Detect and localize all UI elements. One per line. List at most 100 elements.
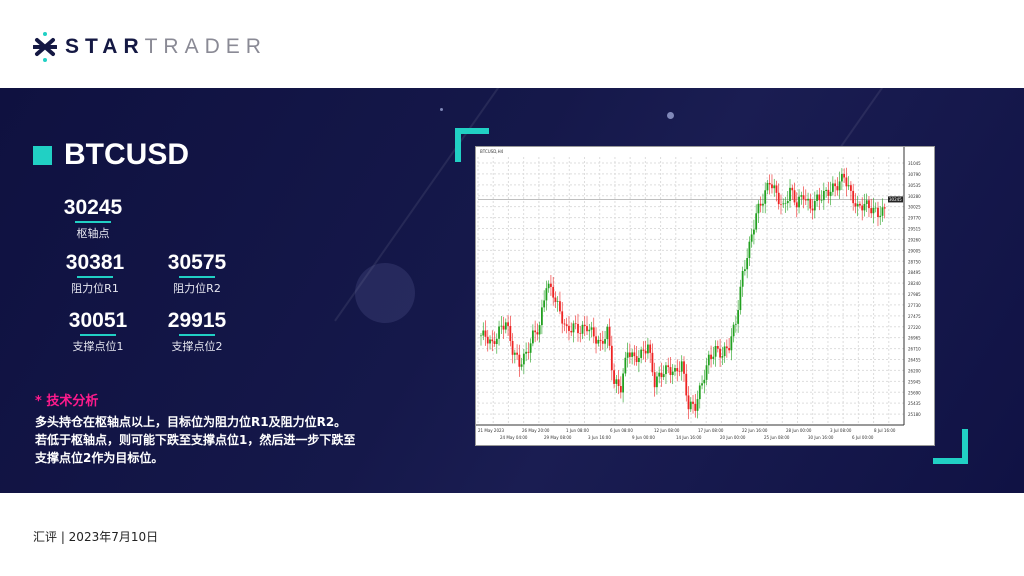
candle-body <box>547 283 550 289</box>
corner-bracket-bottom-right <box>933 429 968 464</box>
candle-body <box>732 324 735 337</box>
candle-body <box>811 208 814 211</box>
candle-body <box>522 353 525 365</box>
candle-body <box>628 352 631 357</box>
candle-body <box>868 200 870 209</box>
candle-body <box>759 203 762 206</box>
y-tick-label: 29515 <box>908 227 921 232</box>
candle-body <box>660 372 663 378</box>
candle-body <box>838 181 841 191</box>
candle-body <box>626 352 629 358</box>
candle-body <box>640 349 643 358</box>
candle-body <box>730 336 733 351</box>
s2-value: 29915 <box>167 309 227 332</box>
candle-body <box>786 200 789 204</box>
candle-body <box>741 270 744 287</box>
candle-body <box>581 324 584 334</box>
candle-body <box>820 200 823 201</box>
candle-body <box>852 190 855 204</box>
candle-body <box>669 367 672 376</box>
candle-body <box>800 195 803 197</box>
candle-body <box>543 300 546 308</box>
candle-body <box>662 374 665 378</box>
s1-level: 30051 支撑点位1 <box>53 309 143 354</box>
x-tick-label: 30 Jun 16:00 <box>808 435 834 440</box>
candle-body <box>610 345 613 371</box>
candle-body <box>635 356 638 363</box>
candle-body <box>565 324 568 326</box>
candle-body <box>608 326 611 346</box>
candle-body <box>671 371 674 376</box>
candle-body <box>798 196 800 208</box>
candle-body <box>536 332 539 335</box>
s1-value: 30051 <box>68 309 128 332</box>
candle-body <box>649 344 652 353</box>
candle-body <box>768 182 771 185</box>
candle-body <box>595 336 597 344</box>
candle-body <box>789 187 791 201</box>
r2-level: 30575 阻力位R2 <box>152 251 242 296</box>
candle-body <box>764 190 767 204</box>
candle-body <box>622 373 624 393</box>
candle-body <box>658 372 661 377</box>
candle-body <box>617 379 620 387</box>
candle-body <box>850 185 852 191</box>
candle-body <box>725 346 728 349</box>
candle-body <box>531 330 534 344</box>
candle-body <box>728 348 731 351</box>
r2-value: 30575 <box>167 251 227 274</box>
candle-body <box>831 183 834 192</box>
candlestick-chart: 31045 30790 30535 30280 30025 29770 29515 29260… <box>476 147 921 440</box>
x-tick-label: 28 Jun 00:00 <box>786 428 812 433</box>
candle-body <box>714 346 717 357</box>
analysis-panel: BTCUSD 30245 枢轴点 30381 阻力位R1 30575 阻力位R2… <box>0 88 1024 493</box>
candle-body <box>667 365 670 368</box>
candle-body <box>482 330 485 336</box>
y-tick-label: 25945 <box>908 379 921 384</box>
candle-body <box>883 207 886 209</box>
candle-body <box>509 325 512 342</box>
candle-body <box>631 352 634 357</box>
s2-level: 29915 支撑点位2 <box>152 309 242 354</box>
y-tick-label: 25435 <box>908 401 921 406</box>
candle-body <box>762 203 764 206</box>
candle-body <box>665 365 667 375</box>
candle-body <box>615 379 618 384</box>
candle-body <box>872 207 875 214</box>
candle-body <box>563 323 566 325</box>
candle-body <box>619 386 622 393</box>
candle-body <box>513 352 516 355</box>
candle-body <box>863 203 866 211</box>
x-tick-label: 26 May 20:00 <box>522 428 550 433</box>
y-tick-label: 27985 <box>908 292 921 297</box>
y-tick-label: 30790 <box>908 172 921 177</box>
candle-body <box>588 329 591 332</box>
candle-body <box>825 189 827 191</box>
candle-body <box>511 341 514 355</box>
candle-body <box>780 204 782 205</box>
candle-body <box>498 326 500 339</box>
candle-body <box>829 191 832 196</box>
candle-body <box>579 333 582 334</box>
y-tick-label: 27220 <box>908 325 921 330</box>
y-tick-label: 31045 <box>908 161 921 166</box>
analysis-line: 支撑点位2作为目标位。 <box>35 451 164 465</box>
candle-body <box>552 286 555 298</box>
candle-body <box>554 297 557 302</box>
candle-body <box>592 327 595 337</box>
candle-body <box>495 338 498 344</box>
candle-body <box>550 283 552 287</box>
r2-label: 阻力位R2 <box>173 282 221 295</box>
candle-body <box>804 199 807 201</box>
analysis-line: 若低于枢轴点，则可能下跌至支撑点位1，然后进一步下跌至 <box>35 433 356 447</box>
y-tick-label: 28495 <box>908 270 921 275</box>
header: STAR TRADER <box>0 0 1024 88</box>
y-tick-label: 27475 <box>908 314 921 319</box>
x-tick-label: 14 Jun 16:00 <box>676 435 702 440</box>
candle-body <box>599 339 602 341</box>
y-tick-label: 27730 <box>908 303 921 308</box>
x-tick-label: 29 May 08:00 <box>544 435 572 440</box>
x-tick-label: 21 May 2023 <box>478 428 505 433</box>
candle-body <box>597 339 600 344</box>
candle-body <box>847 185 850 187</box>
